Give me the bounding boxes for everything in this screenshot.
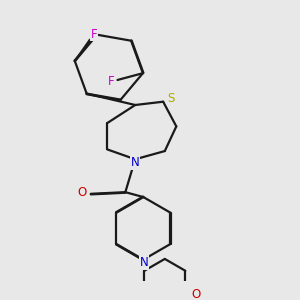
Text: N: N xyxy=(140,256,149,269)
Text: O: O xyxy=(191,288,200,300)
Text: N: N xyxy=(131,156,140,169)
Text: O: O xyxy=(77,186,86,199)
Text: F: F xyxy=(108,75,114,88)
Text: F: F xyxy=(90,28,97,41)
Text: S: S xyxy=(168,92,175,105)
